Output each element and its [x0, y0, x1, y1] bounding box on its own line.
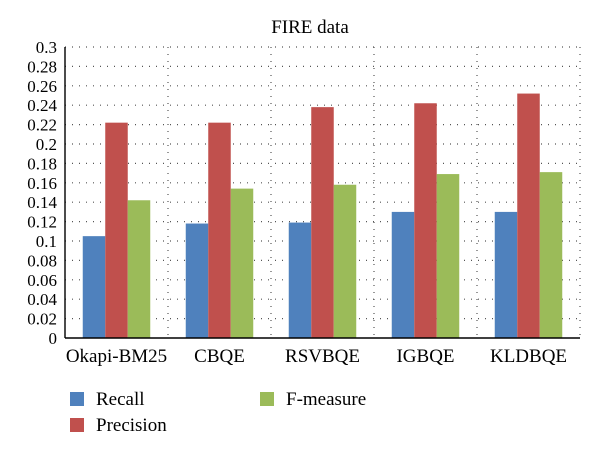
- y-tick-label: 0.08: [27, 251, 57, 270]
- x-axis-category-labels: Okapi-BM25 CBQE RSVBQE IGBQE KLDBQE: [66, 346, 567, 367]
- y-tick-label: 0.26: [27, 77, 57, 96]
- bar-f-measure-rsvbqe: [333, 184, 357, 338]
- x-category-label: KLDBQE: [490, 346, 567, 367]
- y-tick-label: 0.28: [27, 57, 57, 76]
- y-tick-label: 0.22: [27, 116, 57, 135]
- x-category-label: Okapi-BM25: [66, 346, 167, 367]
- y-tick-label: 0.02: [27, 310, 57, 329]
- y-tick-label: 0.24: [27, 96, 57, 115]
- y-tick-label: 0.16: [27, 174, 57, 193]
- x-category-label: RSVBQE: [285, 346, 360, 367]
- legend-swatch-precision: [70, 418, 84, 432]
- bar-f-measure-cbqe: [230, 188, 254, 338]
- bar-precision-cbqe: [208, 122, 231, 338]
- bar-precision-kldbqe: [517, 93, 540, 338]
- y-tick-label: 0.14: [27, 193, 57, 212]
- legend-swatch-recall: [70, 392, 84, 406]
- legend-label-f-measure: F-measure: [286, 389, 366, 410]
- bar-precision-okapi-bm25: [105, 122, 128, 338]
- bar-f-measure-igbqe: [436, 174, 460, 338]
- y-axis-tick-labels: 00.020.040.060.080.10.120.140.160.180.20…: [27, 38, 57, 348]
- y-tick-label: 0: [49, 329, 58, 348]
- y-tick-label: 0.2: [36, 135, 57, 154]
- legend-swatch-f-measure: [260, 392, 274, 406]
- y-tick-label: 0.06: [27, 271, 57, 290]
- chart-title: FIRE data: [271, 17, 349, 38]
- bar-recall-igbqe: [391, 211, 415, 338]
- legend: Recall Precision F-measure: [70, 389, 366, 436]
- bar-recall-rsvbqe: [288, 222, 312, 338]
- bar-recall-kldbqe: [494, 211, 518, 338]
- y-tick-label: 0.04: [27, 290, 57, 309]
- y-tick-label: 0.1: [36, 232, 57, 251]
- y-tick-label: 0.12: [27, 213, 57, 232]
- y-tick-label: 0.18: [27, 154, 57, 173]
- x-category-label: IGBQE: [396, 346, 454, 367]
- x-category-label: CBQE: [194, 346, 245, 367]
- bar-precision-igbqe: [414, 103, 437, 338]
- bar-precision-rsvbqe: [311, 107, 334, 338]
- legend-label-precision: Precision: [96, 415, 167, 436]
- axes: [64, 47, 580, 339]
- legend-label-recall: Recall: [96, 389, 145, 410]
- bar-recall-cbqe: [185, 223, 209, 338]
- bars: [82, 93, 563, 338]
- bar-recall-okapi-bm25: [82, 236, 106, 338]
- bar-f-measure-kldbqe: [539, 172, 563, 338]
- bar-f-measure-okapi-bm25: [127, 200, 151, 338]
- y-tick-label: 0.3: [36, 38, 57, 57]
